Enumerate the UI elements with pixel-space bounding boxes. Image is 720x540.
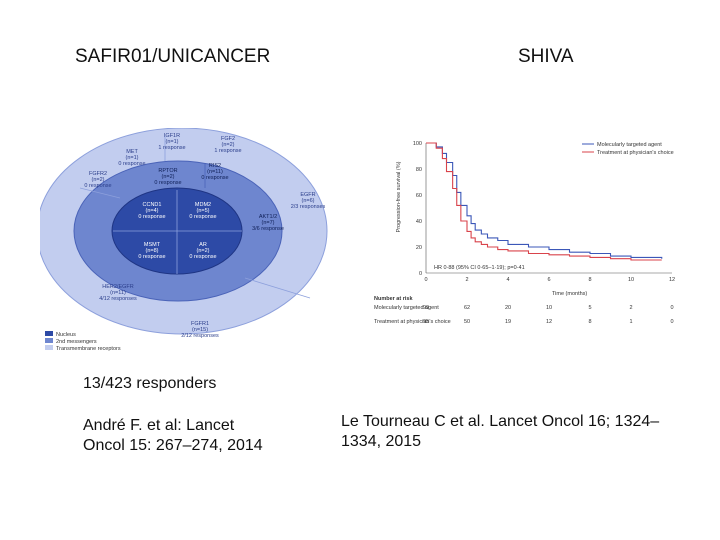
left-title: SAFIR01/UNICANCER bbox=[75, 46, 271, 67]
x-tick-label: 2 bbox=[465, 277, 468, 283]
core-label: AR (n=2) 0 response bbox=[189, 242, 216, 260]
km-chart: Progression-free survival (%) 0204060801… bbox=[374, 141, 675, 325]
legend-label: Treatment at physician's choice bbox=[597, 150, 674, 156]
y-tick-label: 100 bbox=[413, 141, 422, 147]
at-risk-row-label: Treatment at physician's choice bbox=[374, 319, 451, 325]
x-tick-label: 8 bbox=[588, 277, 591, 283]
outer-label: FGFR1 (n=15) 2/12 responses bbox=[181, 321, 219, 339]
at-risk-value: 0 bbox=[670, 319, 673, 325]
x-tick-label: 0 bbox=[424, 277, 427, 283]
series-line-physician bbox=[426, 142, 662, 261]
at-risk-value: 2 bbox=[629, 305, 632, 311]
at-risk-value: 99 bbox=[423, 305, 429, 311]
y-tick-label: 60 bbox=[416, 193, 422, 199]
x-tick-label: 4 bbox=[506, 277, 509, 283]
y-axis-label: Progression-free survival (%) bbox=[396, 161, 402, 232]
core-label: MSMT (n=8) 0 response bbox=[138, 242, 165, 260]
legend-label: Nucleus bbox=[56, 332, 76, 338]
series-line-targeted bbox=[426, 142, 663, 259]
responders-note: 13/423 responders bbox=[83, 375, 217, 392]
at-risk-title: Number at risk bbox=[374, 296, 413, 302]
at-risk-value: 62 bbox=[464, 305, 470, 311]
x-axis-label: Time (months) bbox=[552, 291, 587, 297]
at-risk-value: 5 bbox=[588, 305, 591, 311]
core-label: MDM2 (n=5) 0 response bbox=[189, 202, 216, 220]
outer-label: MET (n=1) 0 response bbox=[118, 149, 145, 167]
y-tick-label: 80 bbox=[416, 167, 422, 173]
at-risk-value: 10 bbox=[546, 305, 552, 311]
y-tick-label: 40 bbox=[416, 219, 422, 225]
middle-label: RPTOR (n=2) 0 response bbox=[154, 168, 181, 186]
at-risk-value: 0 bbox=[670, 305, 673, 311]
y-tick-label: 0 bbox=[419, 271, 422, 277]
outer-label: FGFR2 (n=2) 0 response bbox=[84, 171, 111, 189]
x-tick-label: 10 bbox=[628, 277, 634, 283]
at-risk-value: 8 bbox=[588, 319, 591, 325]
legend-label: 2nd messengers bbox=[56, 339, 97, 345]
core-label: CCND1 (n=4) 0 response bbox=[138, 202, 165, 220]
outer-label: EGFR (n=6) 2/3 responses bbox=[291, 192, 326, 210]
citation-line: Le Tourneau C et al. Lancet Oncol 16; 13… bbox=[341, 413, 660, 430]
legend-swatch-messengers bbox=[45, 338, 53, 343]
at-risk-value: 20 bbox=[505, 305, 511, 311]
legend-label: Transmembrane receptors bbox=[56, 346, 121, 352]
outer-label: IGF1R (n=1) 1 response bbox=[158, 133, 185, 151]
citation-left: André F. et al: Lancet Oncol 15: 267–274… bbox=[83, 416, 263, 456]
pathway-diagram: IGF1R (n=1) 1 response FGF2 (n=2) 1 response… bbox=[40, 128, 328, 352]
middle-label: RIS2 (n=11) 0 response bbox=[201, 163, 228, 181]
legend-label: Molecularly targeted agent bbox=[597, 142, 662, 148]
x-tick-label: 12 bbox=[669, 277, 675, 283]
x-tick-label: 6 bbox=[547, 277, 550, 283]
outer-label: HER2/EGFR (n=11) 4/12 responses bbox=[99, 284, 137, 302]
at-risk-value: 12 bbox=[546, 319, 552, 325]
legend-swatch-receptors bbox=[45, 345, 53, 350]
at-risk-value: 50 bbox=[464, 319, 470, 325]
outer-label: FGF2 (n=2) 1 response bbox=[214, 136, 241, 154]
citation-line: Oncol 15: 267–274, 2014 bbox=[83, 437, 263, 454]
at-risk-value: 19 bbox=[505, 319, 511, 325]
citation-line: 1334, 2015 bbox=[341, 433, 422, 450]
at-risk-value: 1 bbox=[629, 319, 632, 325]
at-risk-row-label: Molecularly targeted agent bbox=[374, 305, 439, 311]
hr-annotation: HR 0·88 (95% CI 0·65–1·19); p=0·41 bbox=[434, 265, 525, 271]
y-tick-label: 20 bbox=[416, 245, 422, 251]
right-title: SHIVA bbox=[518, 46, 574, 67]
citation-right: Le Tourneau C et al. Lancet Oncol 16; 13… bbox=[341, 412, 659, 452]
at-risk-value: 95 bbox=[423, 319, 429, 325]
citation-line: André F. et al: Lancet bbox=[83, 417, 235, 434]
legend-swatch-nucleus bbox=[45, 331, 53, 336]
middle-label: AKT1/2 (n=7) 3/6 response bbox=[252, 214, 284, 232]
